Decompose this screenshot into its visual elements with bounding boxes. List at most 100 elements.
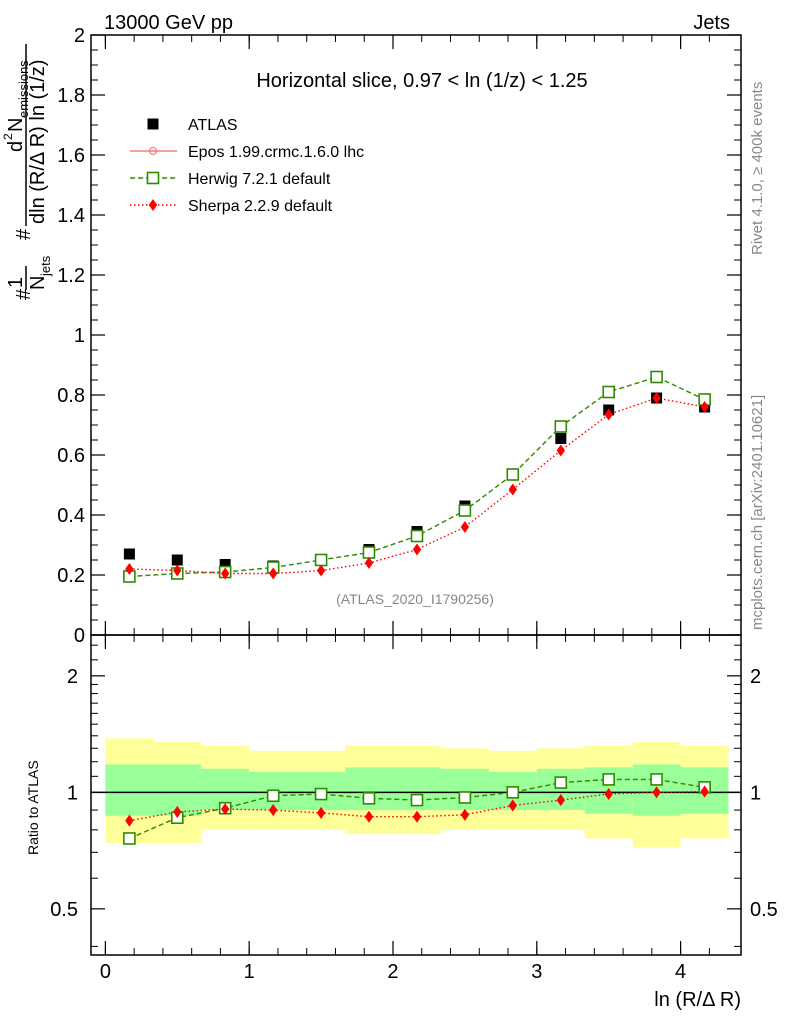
- ratio-ytick-label: 0.5: [50, 899, 78, 921]
- analysis-watermark: (ATLAS_2020_I1790256): [336, 591, 494, 607]
- herwig-marker: [314, 787, 328, 801]
- herwig-marker: [506, 468, 520, 481]
- herwig-marker: [458, 504, 472, 517]
- sherpa-marker: [508, 483, 517, 496]
- ylabel-hash-1: #: [13, 288, 35, 300]
- herwig-marker: [554, 420, 568, 433]
- herwig-marker: [506, 786, 520, 799]
- sherpa-marker: [220, 567, 230, 580]
- main-series: [123, 370, 711, 583]
- sherpa-marker: [700, 400, 709, 414]
- band-inner-bin: [105, 764, 154, 816]
- sherpa-marker: [508, 799, 517, 812]
- sherpa-marker: [412, 543, 422, 556]
- sherpa-marker: [269, 804, 278, 817]
- main-ytick-label: 2: [74, 25, 85, 47]
- herwig-marker: [410, 529, 424, 543]
- ratio-ytick-label-right: 1: [750, 782, 761, 804]
- herwig-marker: [146, 171, 160, 185]
- herwig-marker: [650, 370, 663, 384]
- sherpa-marker: [364, 810, 374, 823]
- herwig-marker: [650, 773, 663, 786]
- sherpa-marker: [604, 408, 613, 421]
- ratio-ytick-label-right: 0.5: [750, 899, 778, 921]
- ratio-ytick-label: 2: [67, 666, 78, 688]
- mcplots-label: mcplots.cern.ch [arXiv:2401.10621]: [749, 395, 766, 630]
- legend-label: Sherpa 2.2.9 default: [188, 198, 333, 215]
- sherpa-marker: [148, 198, 158, 212]
- herwig-marker: [410, 793, 424, 807]
- legend-label: ATLAS: [188, 117, 238, 134]
- sherpa-marker: [700, 785, 709, 798]
- plot-title: Horizontal slice, 0.97 < ln (1/z) < 1.25: [256, 70, 587, 92]
- ylabel-emissions: emissions: [16, 60, 31, 118]
- main-ytick-label: 0.8: [57, 385, 85, 407]
- herwig-marker: [602, 385, 615, 399]
- sherpa-marker: [125, 814, 134, 827]
- legend-label: Epos 1.99.crmc.1.6.0 lhc: [188, 144, 364, 161]
- herwig-marker: [314, 553, 328, 567]
- ylabel-nn: N: [5, 118, 27, 132]
- sherpa-marker: [556, 794, 565, 807]
- herwig-marker: [602, 773, 615, 786]
- xlabel: ln (R/Δ R): [654, 989, 741, 1011]
- ylabel-d2: d: [5, 141, 27, 152]
- sherpa-marker: [460, 808, 470, 821]
- atlas-marker: [147, 118, 159, 130]
- xtick-label: 3: [531, 961, 542, 983]
- atlas-marker: [171, 554, 183, 566]
- sherpa-marker: [125, 562, 134, 576]
- ylabel-hash-2: #: [13, 228, 35, 240]
- atlas-marker: [555, 433, 567, 444]
- ylabel-denominator: dln (R/Δ R) ln (1/z): [27, 59, 49, 224]
- ratio-series: [123, 773, 711, 845]
- sherpa-marker: [269, 567, 278, 580]
- sherpa-marker: [220, 803, 230, 816]
- header-right: Jets: [693, 12, 730, 34]
- axes: 0 0.2 0.4 0.6 0.8 1 1.2 1.4 1.6 1.8 2 0 1 2 3 4 0.5 0.5 1 1…: [50, 25, 778, 983]
- sherpa-marker: [316, 564, 326, 577]
- main-ytick-label: 1.8: [57, 85, 85, 107]
- ylabel-jets: jets: [38, 255, 53, 277]
- xtick-label: 0: [100, 961, 111, 983]
- sherpa-marker: [316, 806, 326, 819]
- sherpa-marker: [173, 564, 182, 577]
- main-ytick-label: 0: [74, 625, 85, 647]
- rivet-label: Rivet 4.1.0, ≥ 400k events: [749, 82, 766, 255]
- header-left: 13000 GeV pp: [104, 12, 233, 34]
- ratio-ytick-label: 1: [67, 782, 78, 804]
- herwig-marker: [458, 791, 472, 804]
- ratio-ylabel: Ratio to ATLAS: [25, 760, 41, 855]
- sherpa-marker: [556, 444, 565, 457]
- ylabel-sq: 2: [1, 133, 15, 140]
- atlas-marker: [123, 548, 135, 560]
- sherpa-marker: [652, 391, 661, 405]
- sherpa-marker: [652, 786, 661, 799]
- legend-label: Herwig 7.2.1 default: [188, 171, 331, 188]
- sherpa-marker: [460, 520, 470, 534]
- herwig-marker: [123, 832, 136, 845]
- band-inner-bin: [440, 768, 489, 811]
- main-ytick-label: 0.6: [57, 445, 85, 467]
- xtick-label: 1: [244, 961, 255, 983]
- ratio-ytick-label-right: 2: [750, 666, 761, 688]
- main-ytick-label: 1.4: [57, 205, 85, 227]
- main-ytick-label: 1.6: [57, 145, 85, 167]
- herwig-marker: [266, 789, 280, 803]
- herwig-marker: [362, 792, 376, 805]
- legend: ATLAS Epos 1.99.crmc.1.6.0 lhc Herwig 7.2.…: [130, 117, 364, 215]
- herwig-marker: [362, 546, 376, 559]
- main-ytick-label: 1: [74, 325, 85, 347]
- ylabel-one: 1: [5, 277, 27, 288]
- main-ytick-label: 0.4: [57, 505, 85, 527]
- ratio-frame: [90, 634, 742, 956]
- atlas-marker: [219, 559, 231, 570]
- main-ytick-label: 0.2: [57, 565, 85, 587]
- ratio-bands: [91, 738, 741, 848]
- sherpa-marker: [364, 556, 374, 570]
- ylabel-n: N: [27, 276, 49, 290]
- main-ytick-label: 1.2: [57, 265, 85, 287]
- xtick-label: 2: [387, 961, 398, 983]
- sherpa-marker: [604, 787, 613, 801]
- main-ylabel: # 1 N jets # d 2 N emissions dln (R/Δ R)…: [1, 44, 53, 300]
